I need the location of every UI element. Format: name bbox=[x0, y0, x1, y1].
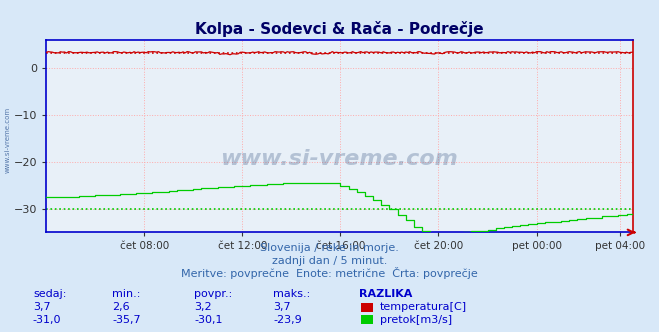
Text: -35,7: -35,7 bbox=[112, 315, 140, 325]
Text: zadnji dan / 5 minut.: zadnji dan / 5 minut. bbox=[272, 256, 387, 266]
Title: Kolpa - Sodevci & Rača - Podrečje: Kolpa - Sodevci & Rača - Podrečje bbox=[195, 21, 484, 37]
Text: www.si-vreme.com: www.si-vreme.com bbox=[5, 106, 11, 173]
Text: Slovenija / reke in morje.: Slovenija / reke in morje. bbox=[260, 243, 399, 253]
Text: min.:: min.: bbox=[112, 289, 140, 299]
Text: -31,0: -31,0 bbox=[33, 315, 61, 325]
Text: RAZLIKA: RAZLIKA bbox=[359, 289, 413, 299]
Text: maks.:: maks.: bbox=[273, 289, 311, 299]
Text: pretok[m3/s]: pretok[m3/s] bbox=[380, 315, 451, 325]
Text: 2,6: 2,6 bbox=[112, 302, 130, 312]
Text: 3,7: 3,7 bbox=[273, 302, 291, 312]
Text: -23,9: -23,9 bbox=[273, 315, 302, 325]
Text: www.si-vreme.com: www.si-vreme.com bbox=[221, 149, 458, 169]
Text: povpr.:: povpr.: bbox=[194, 289, 233, 299]
Text: temperatura[C]: temperatura[C] bbox=[380, 302, 467, 312]
Text: -30,1: -30,1 bbox=[194, 315, 223, 325]
Text: 3,2: 3,2 bbox=[194, 302, 212, 312]
Text: sedaj:: sedaj: bbox=[33, 289, 67, 299]
Text: Meritve: povprečne  Enote: metrične  Črta: povprečje: Meritve: povprečne Enote: metrične Črta:… bbox=[181, 267, 478, 279]
Text: 3,7: 3,7 bbox=[33, 302, 51, 312]
